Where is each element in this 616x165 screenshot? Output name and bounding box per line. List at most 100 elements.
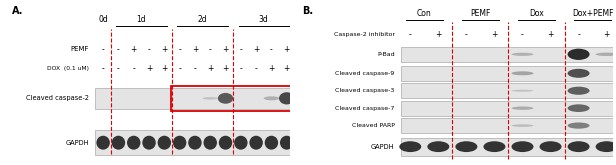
Ellipse shape [203, 136, 217, 150]
Bar [95, 130, 294, 155]
Text: DOX  (0.1 uM): DOX (0.1 uM) [47, 66, 89, 71]
Text: Cleaved caspase-7: Cleaved caspase-7 [335, 106, 395, 111]
Ellipse shape [264, 96, 279, 100]
Ellipse shape [567, 104, 590, 112]
Text: -: - [255, 64, 257, 73]
Ellipse shape [596, 53, 616, 56]
Text: +: + [146, 64, 152, 73]
Text: +: + [222, 64, 229, 73]
Text: Con: Con [417, 9, 432, 17]
Ellipse shape [280, 136, 293, 150]
Ellipse shape [142, 136, 156, 150]
Text: +: + [207, 64, 213, 73]
Bar [401, 66, 616, 81]
Ellipse shape [511, 141, 533, 152]
Ellipse shape [173, 136, 187, 150]
Text: -: - [117, 45, 120, 54]
Text: -: - [465, 31, 468, 39]
Text: -: - [132, 64, 135, 73]
Text: Caspase-2 inhibitor: Caspase-2 inhibitor [334, 33, 395, 37]
Bar [401, 47, 616, 62]
Bar [401, 138, 616, 156]
Text: GAPDH: GAPDH [66, 140, 89, 146]
Text: +: + [131, 45, 137, 54]
Text: 0d: 0d [99, 15, 108, 24]
Text: +: + [491, 31, 498, 39]
Text: -: - [148, 45, 150, 54]
Text: +: + [161, 64, 168, 73]
Text: -: - [240, 45, 242, 54]
Text: +: + [161, 45, 168, 54]
Bar [401, 101, 616, 116]
Text: -: - [193, 64, 197, 73]
Text: Cleaved PARP: Cleaved PARP [352, 123, 395, 128]
Text: 3d: 3d [259, 15, 269, 24]
Ellipse shape [511, 124, 533, 127]
Text: B.: B. [302, 6, 313, 16]
Text: +: + [268, 64, 275, 73]
Ellipse shape [218, 93, 233, 104]
Text: +: + [548, 31, 554, 39]
Text: Cleaved caspase-3: Cleaved caspase-3 [335, 88, 395, 93]
Ellipse shape [203, 97, 218, 100]
Text: +: + [283, 64, 290, 73]
Text: -: - [102, 64, 105, 73]
Text: -: - [521, 31, 524, 39]
Ellipse shape [596, 141, 616, 152]
Ellipse shape [219, 136, 232, 150]
Text: -: - [178, 45, 181, 54]
Text: 1d: 1d [137, 15, 146, 24]
Text: Dox: Dox [529, 9, 544, 17]
Text: +: + [222, 45, 229, 54]
Ellipse shape [265, 136, 278, 150]
Ellipse shape [279, 92, 294, 104]
Text: -: - [102, 45, 105, 54]
Bar [401, 118, 616, 133]
Text: -: - [270, 45, 273, 54]
Text: PEMF: PEMF [470, 9, 490, 17]
Text: Cleaved caspase-2: Cleaved caspase-2 [26, 95, 89, 101]
Ellipse shape [511, 106, 533, 110]
Text: 2d: 2d [198, 15, 208, 24]
Ellipse shape [540, 141, 562, 152]
Text: +: + [253, 45, 259, 54]
Ellipse shape [234, 136, 248, 150]
Ellipse shape [111, 136, 125, 150]
Ellipse shape [511, 90, 533, 92]
Text: Cleaved caspase-9: Cleaved caspase-9 [335, 71, 395, 76]
Ellipse shape [158, 136, 171, 150]
Text: -: - [577, 31, 580, 39]
Text: GAPDH: GAPDH [371, 144, 395, 150]
Ellipse shape [567, 69, 590, 78]
Text: +: + [283, 45, 290, 54]
Ellipse shape [455, 141, 477, 152]
Text: P-Bad: P-Bad [377, 52, 395, 57]
Ellipse shape [567, 141, 590, 152]
Ellipse shape [567, 49, 590, 60]
Ellipse shape [399, 141, 421, 152]
Text: +: + [192, 45, 198, 54]
Ellipse shape [127, 136, 140, 150]
Ellipse shape [511, 71, 533, 75]
Bar [401, 83, 616, 98]
Text: -: - [178, 64, 181, 73]
Bar [171, 86, 297, 111]
Ellipse shape [97, 136, 110, 150]
Ellipse shape [428, 141, 449, 152]
Text: +: + [435, 31, 442, 39]
Ellipse shape [484, 141, 506, 152]
Ellipse shape [567, 122, 590, 129]
Bar [95, 88, 294, 109]
Text: -: - [209, 45, 212, 54]
Ellipse shape [567, 87, 590, 95]
Text: -: - [240, 64, 242, 73]
Ellipse shape [511, 53, 533, 56]
Text: Dox+PEMF: Dox+PEMF [572, 9, 614, 17]
Text: A.: A. [12, 6, 23, 16]
Text: PEMF: PEMF [71, 46, 89, 52]
Ellipse shape [188, 136, 201, 150]
Ellipse shape [249, 136, 263, 150]
Text: -: - [409, 31, 411, 39]
Text: +: + [604, 31, 610, 39]
Text: -: - [117, 64, 120, 73]
